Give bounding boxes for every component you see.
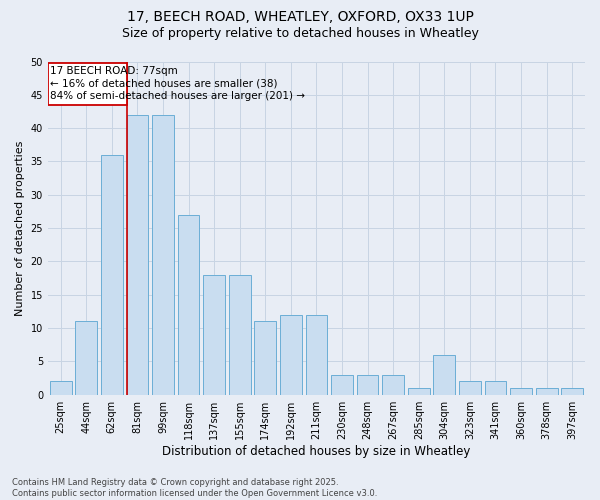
X-axis label: Distribution of detached houses by size in Wheatley: Distribution of detached houses by size … [162,444,470,458]
Text: 84% of semi-detached houses are larger (201) →: 84% of semi-detached houses are larger (… [50,92,305,102]
Bar [562,388,583,394]
Text: Size of property relative to detached houses in Wheatley: Size of property relative to detached ho… [122,28,478,40]
Y-axis label: Number of detached properties: Number of detached properties [15,140,25,316]
Bar [178,215,199,394]
Text: ← 16% of detached houses are smaller (38): ← 16% of detached houses are smaller (38… [50,79,278,89]
Bar [127,115,148,394]
Text: 17, BEECH ROAD, WHEATLEY, OXFORD, OX33 1UP: 17, BEECH ROAD, WHEATLEY, OXFORD, OX33 1… [127,10,473,24]
Bar [536,388,557,394]
Bar [101,155,123,394]
Bar [254,322,276,394]
Bar [76,322,97,394]
Bar [408,388,430,394]
Bar [203,275,225,394]
Bar [459,382,481,394]
Bar [152,115,174,394]
Bar [433,354,455,395]
Text: 17 BEECH ROAD: 77sqm: 17 BEECH ROAD: 77sqm [50,66,178,76]
Text: Contains HM Land Registry data © Crown copyright and database right 2025.
Contai: Contains HM Land Registry data © Crown c… [12,478,377,498]
Bar [305,314,328,394]
Bar [331,374,353,394]
Bar [229,275,251,394]
Bar [49,63,127,105]
Bar [50,382,71,394]
Bar [280,314,302,394]
Bar [382,374,404,394]
Bar [357,374,379,394]
Bar [485,382,506,394]
Bar [510,388,532,394]
